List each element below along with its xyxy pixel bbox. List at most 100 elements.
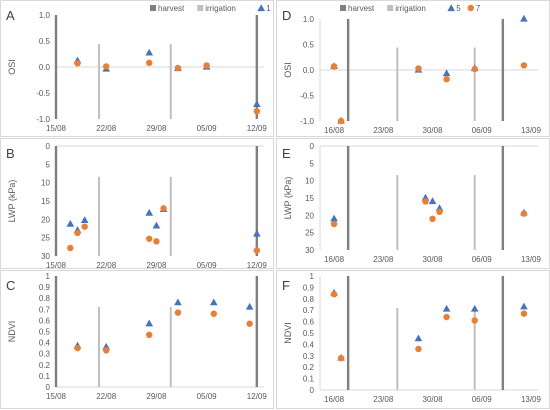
y-tick-label: 15: [305, 194, 314, 203]
panel-e: E LWP (kPa) 0 5 10 15 20 25 30 16/08 23/08 30/08 06/…: [276, 138, 550, 269]
legend-label: 5: [456, 4, 461, 13]
y-tick-label: -1.0: [300, 117, 314, 126]
series-1-marker: [253, 229, 261, 237]
series-2-marker: [160, 205, 167, 212]
x-tick-label: 06/09: [472, 395, 493, 404]
series-2-marker: [74, 344, 81, 352]
series-2-marker: [174, 309, 182, 316]
x-tick-label: 06/09: [472, 126, 493, 135]
x-tick-label: 15/08: [46, 261, 67, 270]
x-tick-label: 30/08: [423, 126, 444, 135]
series-2-marker: [74, 229, 81, 237]
series-2-marker: [246, 320, 253, 327]
y-tick-label: 0.1: [303, 375, 315, 384]
irrigation-bar: [396, 175, 399, 250]
irrigation-bar: [98, 176, 101, 256]
y-tick-label: 0.4: [39, 339, 51, 348]
panel-letter: D: [282, 8, 291, 23]
series-7-marker: [337, 117, 345, 125]
panel-letter: C: [6, 278, 15, 293]
y-tick-label: 20: [41, 215, 50, 224]
series-7-marker: [337, 354, 345, 362]
series-7-marker: [415, 65, 422, 72]
irrigation-bar: [473, 47, 476, 122]
irrigation-bar: [396, 47, 399, 122]
y-axis-label: OSI: [7, 59, 17, 75]
x-tick-label: 16/08: [324, 395, 345, 404]
series-1-marker: [145, 48, 154, 56]
y-tick-label: -0.5: [300, 92, 314, 101]
panel-border: [276, 138, 550, 269]
y-tick-label: 5: [310, 159, 315, 168]
series-7-marker: [520, 62, 528, 69]
series-2-marker: [203, 62, 210, 69]
series-2-marker: [103, 63, 110, 70]
series-1-marker: [152, 221, 161, 229]
x-tick-label: 05/09: [197, 124, 218, 133]
series-5-marker: [470, 304, 479, 312]
x-tick-label: 23/08: [373, 255, 394, 264]
series-1-marker: [253, 100, 261, 108]
x-tick-label: 13/09: [521, 255, 542, 264]
y-tick-label: 0.3: [39, 350, 51, 359]
legend: harvestirrigation12: [150, 4, 291, 13]
legend-series-a-swatch: [447, 4, 455, 12]
panel-border: [276, 0, 550, 137]
harvest-bar: [54, 146, 58, 256]
y-tick-label: 20: [305, 211, 314, 220]
y-tick-label: 0.1: [39, 372, 51, 381]
series-7-marker: [330, 220, 338, 228]
series-7-marker: [422, 198, 429, 205]
y-tick-label: 0.0: [303, 66, 315, 75]
legend-harvest-swatch: [150, 5, 156, 11]
x-tick-label: 05/09: [197, 261, 218, 270]
series-2-marker: [74, 60, 81, 67]
y-tick-label: 0.2: [303, 363, 315, 372]
series-5-marker: [520, 14, 528, 22]
y-tick-label: 30: [41, 252, 50, 261]
x-tick-label: 23/08: [373, 395, 394, 404]
series-7-marker: [443, 313, 450, 321]
series-5-marker: [428, 197, 437, 205]
legend-harvest-swatch: [340, 5, 346, 11]
y-tick-label: 0.5: [39, 328, 51, 337]
series-2-marker: [81, 223, 88, 230]
series-1-marker: [174, 298, 182, 306]
y-tick-label: 1: [46, 272, 51, 281]
y-tick-label: 0.5: [303, 329, 315, 338]
series-2-marker: [146, 331, 153, 339]
panel-letter: E: [282, 146, 291, 161]
series-2-marker: [153, 238, 160, 245]
panel-letter: A: [6, 8, 15, 23]
legend-label: 1: [266, 4, 271, 13]
y-tick-label: 0.4: [303, 340, 315, 349]
panel-border: [0, 0, 274, 137]
harvest-bar: [54, 15, 58, 119]
legend-series-b-swatch: [467, 4, 474, 12]
series-2-marker: [67, 244, 74, 252]
series-1-marker: [145, 208, 154, 216]
x-tick-label: 30/08: [423, 395, 444, 404]
x-tick-label: 23/08: [373, 126, 394, 135]
legend-label: harvest: [158, 4, 185, 13]
y-tick-label: 1: [310, 272, 315, 281]
harvest-bar: [346, 19, 350, 121]
series-7-marker: [520, 310, 528, 317]
y-tick-label: 10: [41, 179, 50, 188]
x-tick-label: 15/08: [46, 124, 67, 133]
y-tick-label: 0.5: [39, 37, 51, 46]
harvest-bar: [255, 146, 259, 256]
legend-label: 7: [476, 4, 481, 13]
x-tick-label: 30/08: [423, 255, 444, 264]
legend-label: harvest: [348, 4, 375, 13]
y-tick-label: 0.9: [39, 283, 51, 292]
x-tick-label: 13/09: [521, 126, 542, 135]
y-axis-label: OSI: [283, 62, 293, 78]
panel-letter: B: [6, 146, 15, 161]
legend-series-a-swatch: [257, 4, 265, 12]
series-7-marker: [443, 75, 450, 83]
series-1-marker: [245, 302, 254, 310]
y-tick-label: 0: [310, 386, 315, 395]
x-tick-label: 15/08: [46, 392, 67, 401]
series-7-marker: [415, 345, 422, 353]
